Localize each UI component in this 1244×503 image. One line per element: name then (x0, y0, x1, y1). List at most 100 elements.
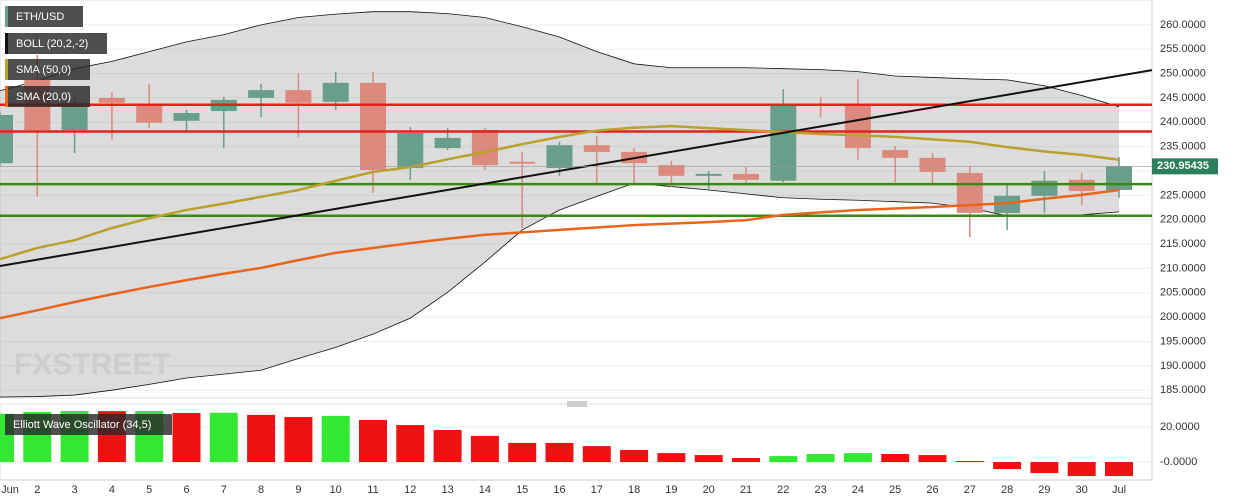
x-tick-label: 30 (1076, 484, 1088, 496)
main-plot: FXSTREET (0, 11, 1152, 398)
x-tick-label: 6 (183, 484, 189, 496)
candle-body (98, 97, 125, 103)
oscillator-bar (769, 456, 798, 463)
x-tick-label: 11 (367, 484, 378, 496)
oscillator-bar (881, 453, 910, 463)
x-tick-label: 3 (72, 484, 78, 496)
candle-body (434, 137, 461, 149)
x-tick-label: 15 (516, 484, 528, 496)
x-tick-label: 17 (591, 484, 603, 496)
trendline (0, 69, 1152, 267)
legend-swatch (5, 86, 8, 107)
candle-body (733, 173, 759, 180)
x-tick-label: 21 (740, 484, 752, 496)
y-tick-label: 225.0000 (1160, 189, 1206, 201)
bollinger-band-fill (0, 11, 1119, 398)
x-tick-label: 7 (221, 484, 227, 496)
legend-label[interactable]: Elliott Wave Oscillator (34,5) (13, 419, 151, 431)
oscillator-bar (470, 435, 499, 463)
x-tick-label: Jun (1, 484, 19, 496)
legend-label[interactable]: ETH/USD (16, 11, 64, 23)
y-tick-label: 260.0000 (1160, 19, 1206, 31)
oscillator-bar (657, 453, 686, 463)
legend-box (5, 59, 90, 80)
candle-body (956, 172, 983, 213)
legend-label[interactable]: BOLL (20,2,-2) (16, 38, 88, 50)
candle-body (770, 104, 797, 181)
oscillator-bar (806, 453, 835, 463)
bollinger-upper (0, 11, 1120, 108)
oscillator-bar (508, 442, 537, 463)
sma-line (0, 188, 1120, 320)
oscillator-bar (694, 455, 723, 463)
last-price-label: 230.95435 (1157, 160, 1209, 172)
labels: 185.0000 190.0000 195.0000 200.0000 205.0000… (1, 6, 1218, 496)
bollinger-lower (0, 182, 1120, 398)
y-tick-label: -0.0000 (1160, 456, 1197, 468)
oscillator-bar (247, 414, 276, 463)
candle-body (583, 145, 610, 152)
oscillator-bar (321, 415, 350, 463)
y-tick-label: 210.0000 (1160, 262, 1206, 274)
y-tick-label: 185.0000 (1160, 384, 1206, 396)
x-tick-label: 4 (109, 484, 115, 496)
x-tick-label: 28 (1001, 484, 1013, 496)
y-tick-label: 215.0000 (1160, 238, 1206, 250)
candle-body (248, 90, 275, 98)
oscillator-bar (843, 453, 872, 463)
splitter[interactable] (567, 401, 587, 407)
y-tick-label: 240.0000 (1160, 116, 1206, 128)
candle-body (285, 90, 312, 103)
y-tick-label: 235.0000 (1160, 141, 1206, 153)
legend-label[interactable]: SMA (50,0) (16, 64, 71, 76)
candle-body (173, 113, 200, 121)
x-tick-label: 24 (852, 484, 864, 496)
oscillator-bar (433, 429, 462, 463)
legend-label[interactable]: SMA (20,0) (16, 91, 71, 103)
oscillator-bar (582, 446, 611, 463)
oscillator-bar (1067, 462, 1096, 477)
x-tick-label: 2 (34, 484, 40, 496)
legend-swatch (5, 6, 8, 27)
last-price-box (1152, 158, 1218, 175)
x-tick-label: 13 (441, 484, 453, 496)
x-tick-label: 16 (553, 484, 565, 496)
candle-body (322, 82, 349, 102)
candle-body (397, 132, 424, 169)
x-tick-label: 26 (926, 484, 938, 496)
oscillator-bar (172, 412, 201, 463)
x-tick-label: 18 (628, 484, 640, 496)
oscillator-bar (1105, 462, 1133, 477)
legend-box (5, 86, 90, 107)
legend-swatch (5, 33, 8, 54)
candle-body (844, 104, 871, 149)
legend-box (5, 414, 172, 435)
legend-box (5, 33, 107, 54)
oscillator-bar (955, 460, 984, 463)
y-tick-label: 200.0000 (1160, 311, 1206, 323)
candle-body (919, 157, 946, 172)
oscillator-bar (620, 449, 649, 463)
candle-body (61, 102, 88, 131)
candle-body (546, 145, 573, 169)
y-tick-label: 190.0000 (1160, 360, 1206, 372)
y-tick-label: 220.0000 (1160, 214, 1206, 226)
x-tick-label: 25 (889, 484, 901, 496)
legend-box (5, 6, 83, 27)
candle-body (695, 173, 722, 176)
y-tick-label: 255.0000 (1160, 43, 1206, 55)
y-tick-label: 20.0000 (1160, 421, 1200, 433)
candle-body (658, 165, 685, 176)
x-tick-label: 23 (814, 484, 826, 496)
y-tick-label: 245.0000 (1160, 92, 1206, 104)
y-tick-label: 205.0000 (1160, 287, 1206, 299)
x-tick-label: 29 (1038, 484, 1050, 496)
y-tick-label: 195.0000 (1160, 335, 1206, 347)
candle-body (360, 82, 386, 171)
candle-body (0, 114, 13, 164)
x-tick-label: 9 (295, 484, 301, 496)
oscillator-bar (284, 416, 313, 463)
candle-body (882, 150, 909, 158)
